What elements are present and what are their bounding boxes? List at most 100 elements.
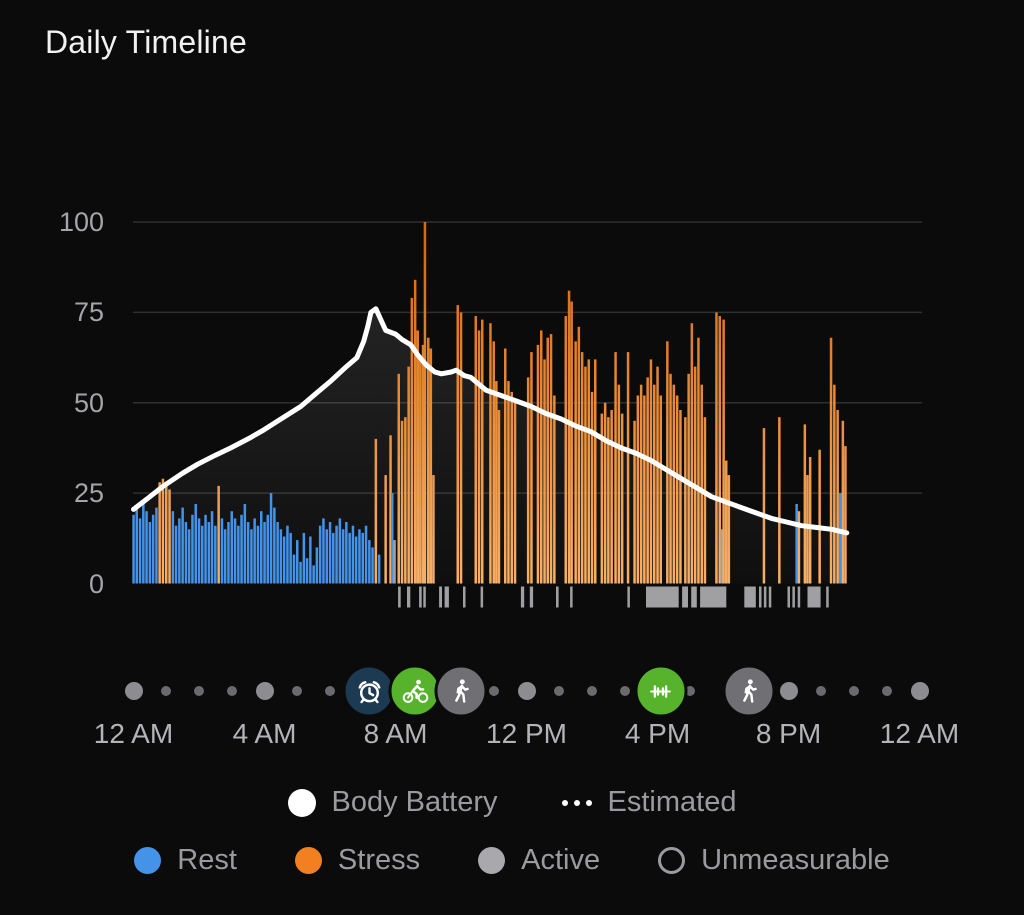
- rest-bar: [338, 518, 342, 584]
- stress-bar: [477, 330, 481, 584]
- rest-bar: [256, 525, 260, 584]
- rest-bar: [266, 514, 269, 584]
- rest-bar: [292, 554, 296, 584]
- stress-bar: [587, 359, 590, 584]
- stress-bar: [168, 489, 171, 584]
- active-dot-icon: [478, 847, 506, 874]
- stress-bar: [413, 279, 417, 584]
- stress-bar: [844, 446, 847, 584]
- x-tick-label: 4 AM: [232, 718, 297, 749]
- rest-bar: [243, 504, 247, 584]
- x-tick-label: 8 PM: [755, 718, 822, 749]
- stress-bar: [829, 337, 833, 584]
- rest-bar: [151, 514, 155, 584]
- legend-label: Body Battery: [331, 786, 498, 818]
- rest-bar: [204, 514, 207, 584]
- stress-bar: [672, 384, 676, 584]
- stress-bar: [684, 417, 687, 584]
- event-strength-icon[interactable]: [634, 664, 688, 718]
- rest-bar: [174, 525, 178, 584]
- stress-bar: [161, 478, 165, 584]
- stress-bar: [416, 330, 419, 584]
- event-walking-icon[interactable]: [434, 664, 488, 718]
- active-mark: [398, 586, 401, 608]
- y-tick-label: 50: [73, 387, 104, 418]
- rest-bar: [839, 493, 842, 584]
- stress-bar: [567, 290, 571, 584]
- stress-bar: [564, 316, 567, 584]
- hour-dot-minor: [849, 686, 859, 696]
- active-mark: [759, 586, 762, 608]
- x-tick-label: 12 AM: [93, 718, 174, 749]
- stress-bar: [697, 337, 700, 584]
- legend-item-unmeasurable: Unmeasurable: [658, 844, 890, 877]
- rest-bar: [795, 504, 798, 584]
- rest-bar: [269, 493, 273, 584]
- hour-dot-minor: [619, 686, 630, 696]
- stress-bar: [497, 410, 501, 584]
- stress-bar: [693, 366, 697, 584]
- rest-bar: [253, 518, 256, 584]
- stress-bar: [690, 323, 694, 584]
- legend-item-body-battery: Body Battery: [287, 786, 498, 819]
- stress-bar: [703, 417, 707, 584]
- stress-bar: [543, 359, 546, 584]
- stress-bar: [526, 377, 530, 584]
- rest-bar: [230, 511, 233, 584]
- rest-bar: [207, 522, 211, 584]
- body-battery-dot-icon: [287, 788, 316, 817]
- stress-bar: [407, 366, 410, 584]
- stress-bar: [429, 348, 433, 584]
- rest-bar: [328, 522, 332, 584]
- legend-item-stress: Stress: [294, 844, 421, 877]
- hour-dot-major: [255, 682, 274, 700]
- rest-bar: [260, 511, 263, 584]
- stress-bar: [495, 381, 498, 584]
- stress-bar: [489, 323, 492, 584]
- legend-status: Rest Stress Active Unmeasurable: [0, 844, 1024, 877]
- rest-bar: [282, 536, 286, 584]
- rest-bar: [322, 518, 325, 584]
- stress-bar: [165, 482, 168, 584]
- active-mark: [807, 586, 821, 608]
- stress-bar: [570, 301, 573, 584]
- rest-bar: [302, 532, 306, 584]
- stress-bar: [510, 391, 513, 584]
- stress-bar: [474, 316, 477, 584]
- stress-bar: [584, 366, 587, 584]
- rest-bar: [148, 522, 152, 584]
- rest-bar: [354, 536, 358, 584]
- legend-label: Stress: [337, 844, 421, 876]
- stress-bar: [513, 402, 517, 584]
- stress-bar: [687, 373, 690, 584]
- body-battery-line: [131, 306, 850, 536]
- stress-bar: [421, 344, 425, 584]
- rest-bar: [184, 522, 188, 584]
- rest-bar: [194, 504, 197, 584]
- hour-dot-major: [517, 682, 536, 700]
- active-mark: [556, 586, 559, 608]
- stress-bar: [643, 395, 646, 584]
- rest-bar: [315, 547, 319, 584]
- y-tick-label: 0: [88, 568, 104, 599]
- active-mark: [439, 586, 442, 608]
- legend-label: Unmeasurable: [701, 844, 890, 876]
- stress-bar: [384, 475, 387, 584]
- stress-bar: [659, 395, 662, 584]
- event-walking-icon[interactable]: [722, 664, 776, 718]
- active-mark: [763, 586, 767, 608]
- stress-bar: [574, 341, 577, 584]
- rest-bar: [201, 525, 204, 584]
- rest-bar: [233, 518, 237, 584]
- rest-bar: [345, 522, 348, 584]
- y-tick-label: 25: [73, 478, 104, 509]
- stress-bar: [762, 428, 766, 584]
- stress-bar: [540, 330, 543, 584]
- rest-bar: [155, 507, 158, 584]
- rest-bar: [312, 565, 315, 584]
- rest-bar: [351, 525, 355, 584]
- stress-bar: [432, 475, 435, 584]
- rest-bar: [309, 536, 312, 584]
